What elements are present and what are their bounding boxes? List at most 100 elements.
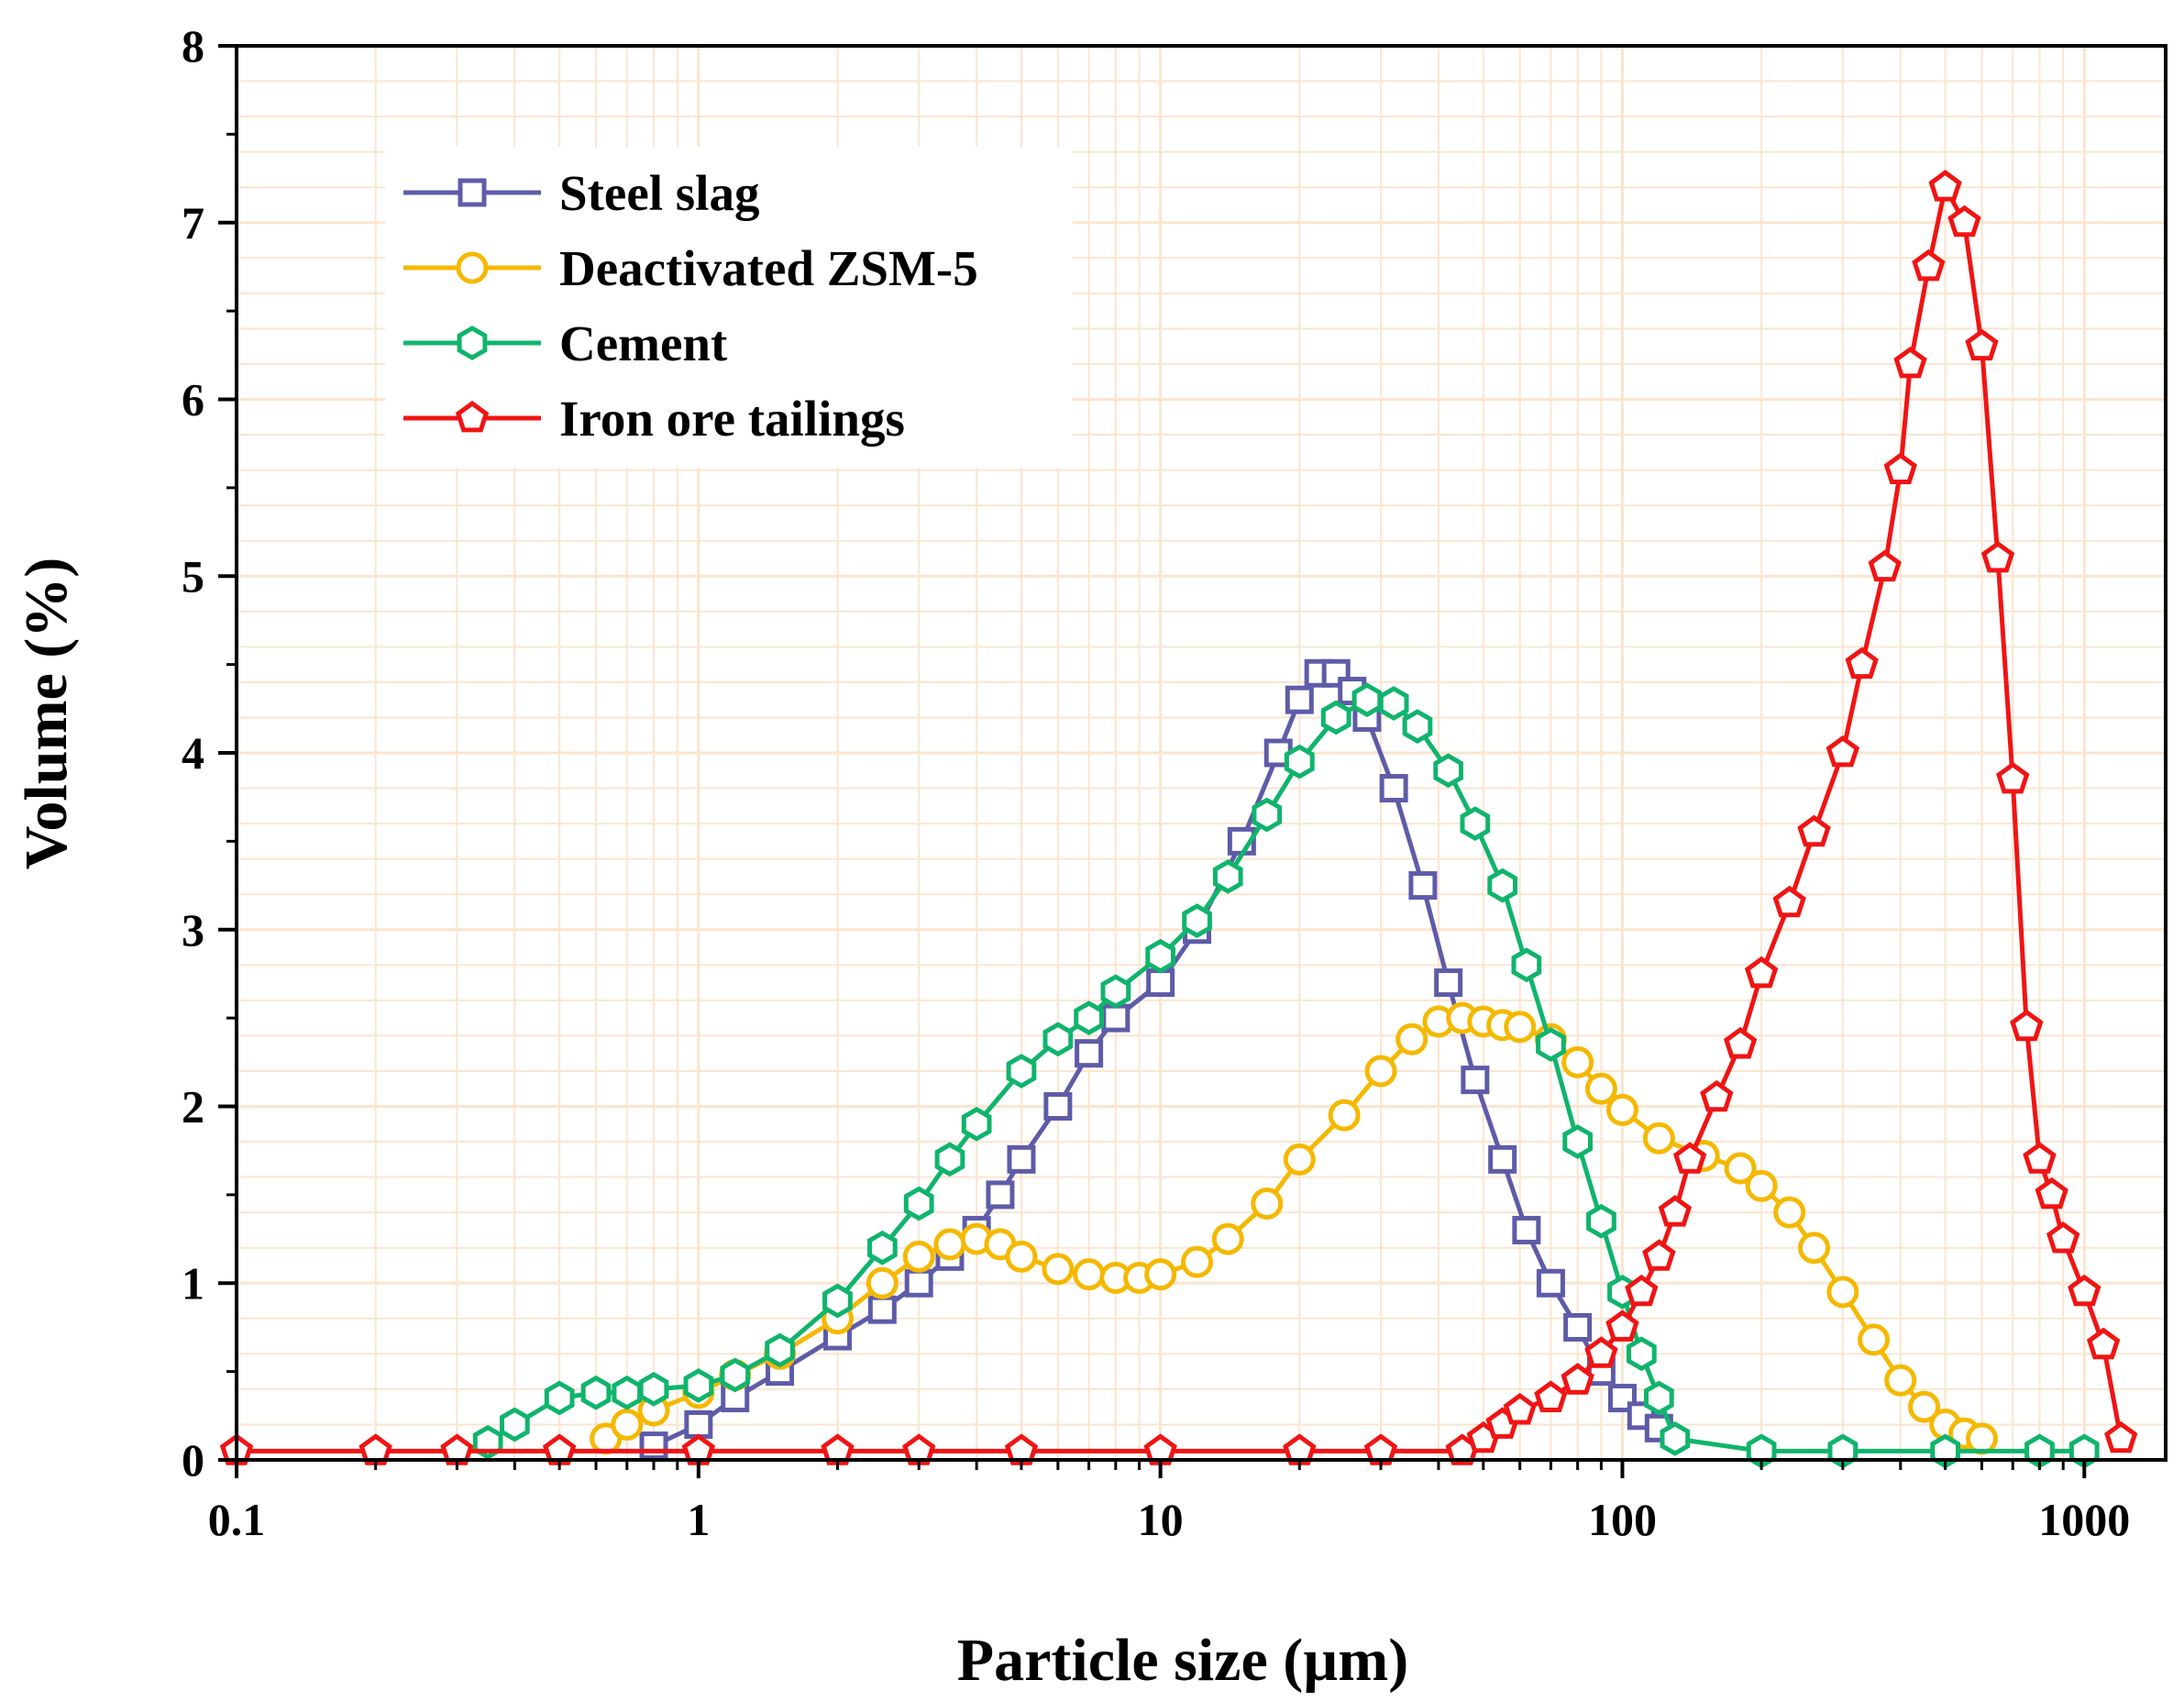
data-point: [1252, 797, 1283, 833]
data-point: [1006, 1054, 1037, 1089]
x-tick-label: 1: [687, 1494, 710, 1545]
data-point: [2046, 1221, 2080, 1254]
data-point: [1212, 859, 1243, 894]
data-point: [1534, 1380, 1568, 1412]
data-point: [1773, 1196, 1806, 1229]
data-point: [1965, 328, 1999, 361]
y-axis-title: Volume (%): [13, 558, 80, 869]
series-iron-ore-tailings: [219, 170, 2138, 1465]
data-point: [765, 1332, 795, 1368]
data-point: [1181, 1245, 1214, 1278]
data-point: [1947, 204, 1981, 238]
data-point: [1625, 1274, 1659, 1307]
axis-ticks: 0.1 1 10 100 1000 0 1 2 3 4 5 6 7 8: [182, 20, 2130, 1545]
data-point: [1996, 761, 2030, 794]
data-point: [1211, 1222, 1244, 1255]
data-point: [1658, 1195, 1693, 1227]
data-point: [1433, 753, 1463, 789]
data-point: [1073, 1258, 1106, 1291]
data-point: [1798, 1232, 1831, 1265]
data-point: [500, 1407, 530, 1442]
series-line: [237, 184, 2123, 1453]
data-point: [1627, 1336, 1657, 1372]
y-tick-label: 8: [182, 20, 204, 72]
data-point: [1826, 1276, 1859, 1309]
data-point: [1724, 1152, 1757, 1185]
data-point: [1145, 938, 1175, 974]
data-point: [904, 1268, 933, 1298]
data-point: [1005, 1240, 1038, 1273]
data-point: [1043, 1092, 1073, 1121]
x-tick-label: 1000: [2038, 1494, 2130, 1545]
data-point: [1966, 1422, 1999, 1455]
data-point: [1100, 974, 1131, 1010]
data-point: [1536, 1268, 1565, 1298]
data-point: [1460, 806, 1491, 841]
legend-background: [385, 147, 1073, 468]
data-point: [1561, 1363, 1594, 1395]
data-point: [867, 1295, 897, 1324]
data-point: [1605, 1310, 1639, 1342]
legend-marker: [455, 400, 490, 433]
data-point: [1320, 700, 1351, 735]
data-point: [2010, 1009, 2044, 1042]
data-point: [1584, 1072, 1617, 1105]
data-point: [639, 1431, 668, 1461]
series-layer: [219, 170, 2138, 1469]
data-point: [1395, 1022, 1428, 1055]
data-point: [1364, 1055, 1397, 1088]
data-point: [1284, 744, 1315, 779]
data-point: [1584, 1336, 1618, 1368]
data-point: [934, 1142, 965, 1177]
data-point: [2086, 1327, 2121, 1360]
data-point: [612, 1375, 643, 1410]
data-point: [2023, 1142, 2057, 1174]
data-point: [1858, 1323, 1891, 1356]
data-point: [1182, 903, 1212, 938]
data-point: [1075, 1039, 1104, 1068]
legend-label: Deactivated ZSM-5: [559, 240, 978, 296]
series-cement: [472, 682, 2100, 1469]
data-point: [1908, 1390, 1941, 1423]
y-tick-label: 0: [182, 1434, 204, 1486]
data-point: [1561, 1045, 1594, 1078]
series-line: [486, 697, 2085, 1453]
data-point: [1351, 682, 1383, 718]
data-point: [1868, 549, 1902, 582]
data-point: [1883, 452, 1917, 484]
data-point: [1605, 1093, 1638, 1126]
data-point: [1146, 968, 1175, 998]
data-point: [580, 1375, 612, 1410]
data-point: [1511, 947, 1542, 983]
data-point: [2104, 1420, 2138, 1453]
data-point: [1007, 1144, 1036, 1174]
data-point: [1772, 885, 1806, 918]
data-point: [1980, 540, 2015, 573]
series-line: [604, 1015, 1983, 1442]
legend-label: Cement: [559, 315, 728, 371]
y-tick-label: 2: [182, 1081, 204, 1133]
data-point: [961, 1106, 992, 1142]
data-point: [1586, 1203, 1616, 1239]
legend-marker: [457, 326, 488, 360]
data-point: [1723, 1026, 1758, 1059]
data-point: [1912, 249, 1946, 282]
data-point: [867, 1230, 898, 1265]
y-tick-label: 6: [182, 374, 204, 426]
data-point: [1101, 1003, 1131, 1033]
data-point: [638, 1372, 669, 1407]
data-point: [1461, 1066, 1490, 1095]
data-point: [1503, 1392, 1537, 1425]
data-point: [1408, 871, 1438, 901]
data-point: [1826, 735, 1860, 768]
data-point: [1744, 956, 1779, 989]
data-point: [1672, 1142, 1707, 1174]
data-point: [1536, 1027, 1566, 1062]
data-point: [1042, 1253, 1075, 1286]
data-point: [2068, 1274, 2101, 1307]
y-tick-label: 3: [182, 904, 204, 956]
data-point: [1283, 1143, 1316, 1176]
data-point: [1512, 1215, 1541, 1244]
data-point: [1487, 868, 1517, 903]
data-point: [1562, 1124, 1593, 1159]
